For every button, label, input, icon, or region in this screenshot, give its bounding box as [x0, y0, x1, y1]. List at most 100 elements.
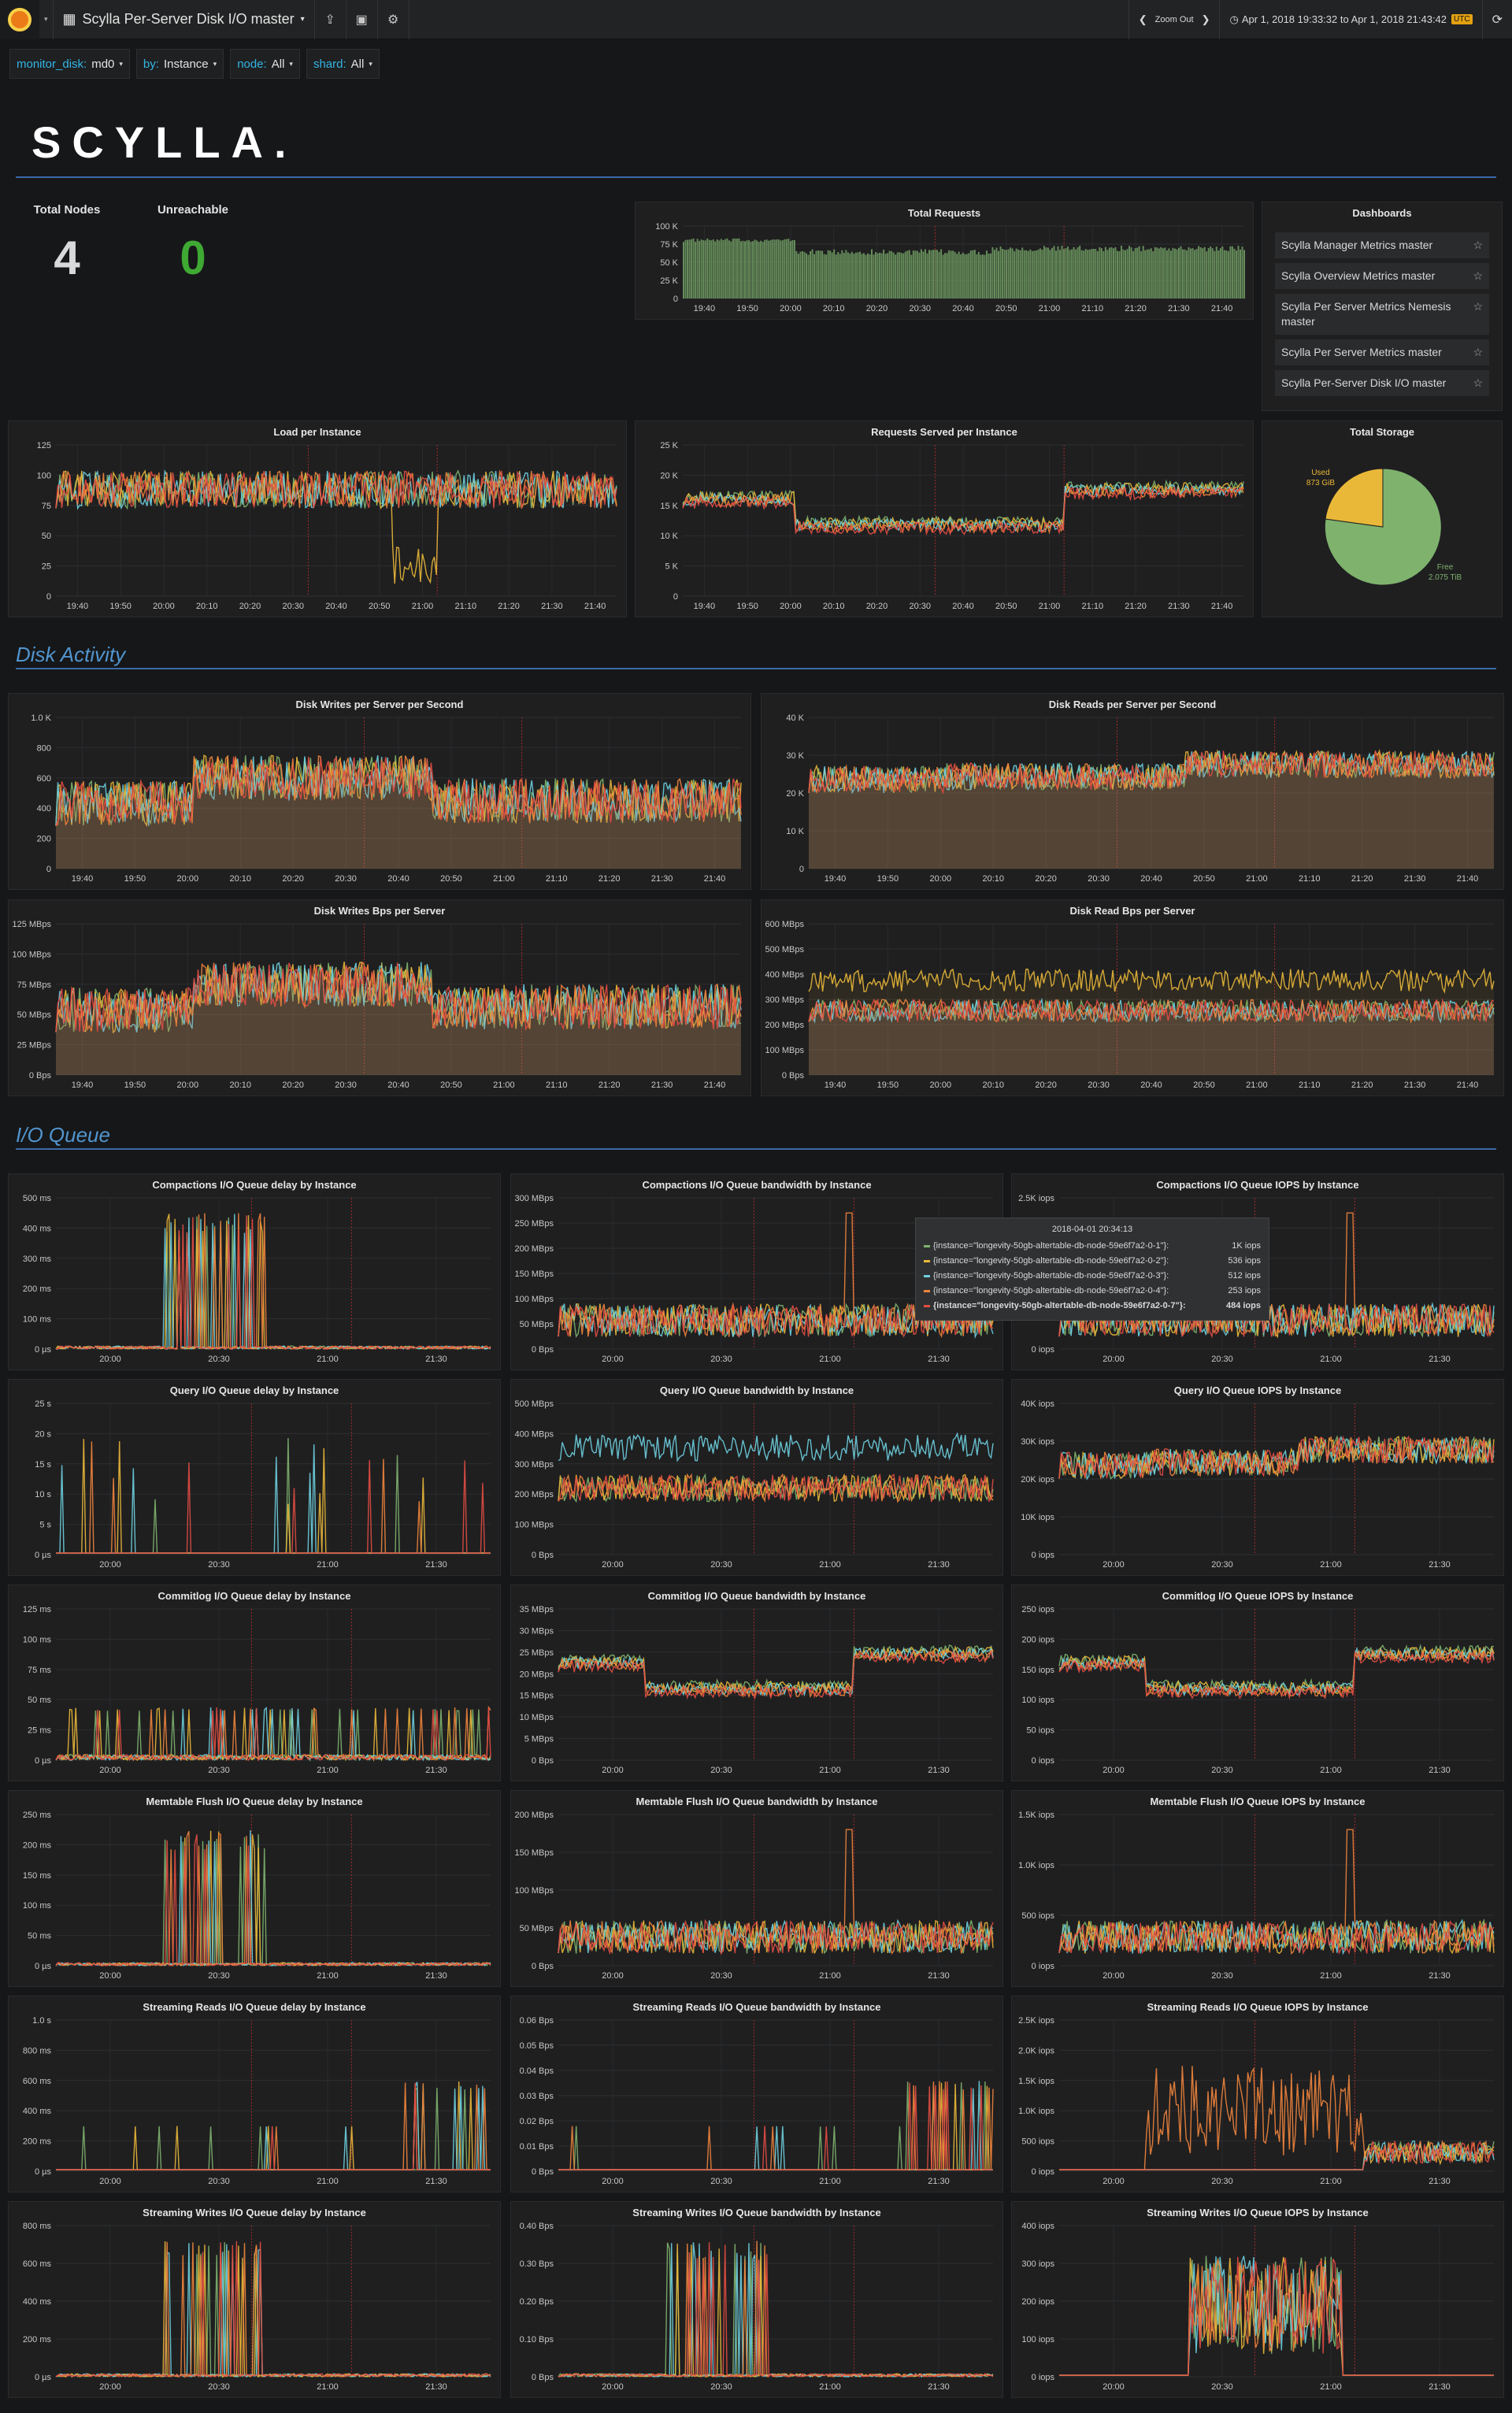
- star-icon[interactable]: ☆: [1473, 269, 1483, 282]
- chart-requests-served[interactable]: 25 K 20 K 15 K 10 K 5 K 0 19:40 19:50 20:00 20:10…: [636, 421, 1253, 617]
- bar: [732, 238, 734, 298]
- chart-query-bw[interactable]: 500 MBps 400 MBps 300 MBps 200 MBps 100 MBps…: [511, 1380, 1002, 1575]
- series-line: [808, 967, 1495, 994]
- refresh-icon[interactable]: ⟳: [1481, 0, 1512, 39]
- panel-title: Streaming Writes I/O Queue IOPS by Insta…: [1147, 2207, 1369, 2218]
- bar: [765, 239, 768, 298]
- bar: [756, 240, 758, 298]
- section-io-queue[interactable]: I/O Queue: [16, 1123, 110, 1147]
- bar: [1217, 250, 1220, 298]
- bar: [795, 250, 798, 298]
- dashboard-link[interactable]: Scylla Per Server Metrics Nemesis master…: [1275, 294, 1489, 335]
- y-tick-label: 400 ms: [23, 2297, 52, 2307]
- chart-streaming-writes-delay[interactable]: 800 ms 600 ms 400 ms 200 ms 0 µs 20:00 20:30 21…: [9, 2202, 500, 2397]
- chart-disk-writes[interactable]: 1.0 K 800 600 400 200 0 19:40 19:50 20:00 20:10 20…: [9, 694, 750, 889]
- chart-memtable-delay[interactable]: 250 ms 200 ms 150 ms 100 ms 50 ms 0 µs 20:00 20…: [9, 1791, 500, 1986]
- chart-streaming-reads-bw[interactable]: 0.06 Bps 0.05 Bps 0.04 Bps 0.03 Bps 0.02 Bps…: [511, 1996, 1002, 2192]
- chart-disk-writes-bps[interactable]: 125 MBps 100 MBps 75 MBps 50 MBps 25 MBps 0 B…: [9, 900, 750, 1095]
- x-tick-label: 19:50: [877, 1080, 899, 1090]
- chart-query-delay[interactable]: 25 s 20 s 15 s 10 s 5 s 0 µs 20:00 20:30 21:00 21…: [9, 1380, 500, 1575]
- star-icon[interactable]: ☆: [1473, 300, 1483, 313]
- y-tick-label: 200 MBps: [514, 1811, 554, 1820]
- y-tick-label: 0.30 Bps: [520, 2259, 554, 2269]
- dashboard-title-picker[interactable]: ▦ Scylla Per-Server Disk I/O master ▾: [52, 0, 315, 39]
- scylla-logo: SCYLLA.: [32, 117, 298, 167]
- bar: [1191, 248, 1194, 298]
- bar: [827, 250, 829, 298]
- chevron-right-icon[interactable]: ❯: [1201, 13, 1210, 25]
- x-tick-label: 20:40: [1140, 1080, 1162, 1090]
- chart-memtable-iops[interactable]: 1.5K iops 1.0K iops 500 iops 0 iops 20:00 20:…: [1012, 1791, 1503, 1986]
- grafana-logo-icon[interactable]: [0, 0, 39, 39]
- bar: [1069, 250, 1071, 298]
- series-line: [1058, 1829, 1495, 1955]
- x-tick-label: 20:00: [99, 2177, 121, 2186]
- dashboard-link[interactable]: Scylla Overview Metrics master ☆: [1275, 263, 1489, 289]
- time-range-picker[interactable]: ◷ Apr 1, 2018 19:33:32 to Apr 1, 2018 21…: [1219, 0, 1481, 39]
- chart-streaming-reads-iops[interactable]: 2.5K iops 2.0K iops 1.5K iops 1.0K iops 500 …: [1012, 1996, 1503, 2192]
- bar: [764, 239, 766, 298]
- star-icon[interactable]: ☆: [1473, 376, 1483, 389]
- x-tick-label: 20:20: [1035, 1080, 1057, 1090]
- settings-gear-icon[interactable]: ⚙: [378, 0, 410, 39]
- bar: [768, 240, 770, 298]
- variable-node[interactable]: node: All ▾: [230, 49, 300, 79]
- chart-load-per-instance[interactable]: 125 100 75 50 25 0 19:40 19:50 20:00 20:10 20:20 20…: [9, 421, 626, 617]
- chart-total-requests[interactable]: 100 K 75 K 50 K 25 K 0 19:40 19:50 20:00 20:10 20…: [636, 202, 1253, 319]
- bar: [902, 253, 905, 298]
- bar: [1031, 250, 1033, 298]
- chart-compactions-delay[interactable]: 500 ms 400 ms 300 ms 200 ms 100 ms 0 µs 20:00 2…: [9, 1174, 500, 1370]
- bar: [1071, 249, 1073, 298]
- panel-memtable-bw: Memtable Flush I/O Queue bandwidth by In…: [510, 1790, 1003, 1987]
- dashboard-link[interactable]: Scylla Per-Server Disk I/O master ☆: [1275, 370, 1489, 396]
- variable-by[interactable]: by: Instance ▾: [135, 49, 224, 79]
- y-tick-label: 100 K: [655, 222, 678, 232]
- chart-commitlog-iops[interactable]: 250 iops 200 iops 150 iops 100 iops 50 iops 0…: [1012, 1585, 1503, 1781]
- bar: [1079, 245, 1081, 298]
- dashboard-link[interactable]: Scylla Manager Metrics master ☆: [1275, 232, 1489, 258]
- x-tick-label: 21:00: [493, 1080, 515, 1090]
- time-shift-controls: ❮ Zoom Out ❯: [1128, 0, 1220, 39]
- bar: [926, 253, 928, 298]
- save-icon[interactable]: ▣: [346, 0, 378, 39]
- section-disk-activity[interactable]: Disk Activity: [16, 643, 126, 666]
- y-tick-label: 125: [37, 441, 51, 450]
- y-tick-label: 0.10 Bps: [520, 2335, 554, 2344]
- chart-commitlog-bw[interactable]: 35 MBps 30 MBps 25 MBps 20 MBps 15 MBps 10 MB…: [511, 1585, 1002, 1781]
- x-tick-label: 21:30: [425, 1766, 447, 1775]
- chevron-left-icon[interactable]: ❮: [1138, 13, 1147, 25]
- pie-slice-used[interactable]: [1325, 468, 1384, 528]
- variable-shard[interactable]: shard: All ▾: [306, 49, 380, 79]
- chevron-down-icon[interactable]: ▾: [44, 15, 48, 23]
- chart-streaming-reads-delay[interactable]: 1.0 s 800 ms 600 ms 400 ms 200 ms 0 µs 20:00 20…: [9, 1996, 500, 2192]
- chart-disk-reads-bps[interactable]: 600 MBps 500 MBps 400 MBps 300 MBps 200 MBps…: [762, 900, 1503, 1095]
- bar: [1011, 248, 1014, 298]
- bar: [892, 252, 895, 298]
- x-tick-label: 20:30: [909, 304, 931, 313]
- zoom-out-button[interactable]: Zoom Out: [1154, 14, 1194, 24]
- chart-memtable-bw[interactable]: 200 MBps 150 MBps 100 MBps 50 MBps 0 Bps 20:0…: [511, 1791, 1002, 1986]
- star-icon[interactable]: ☆: [1473, 346, 1483, 358]
- chart-streaming-writes-iops[interactable]: 400 iops 300 iops 200 iops 100 iops 0 iops 20…: [1012, 2202, 1503, 2397]
- dashboard-link[interactable]: Scylla Per Server Metrics master ☆: [1275, 339, 1489, 365]
- variable-monitor-disk[interactable]: monitor_disk: md0 ▾: [9, 49, 130, 79]
- chart-query-iops[interactable]: 40K iops 30K iops 20K iops 10K iops 0 iops 20…: [1012, 1380, 1503, 1575]
- tooltip-series: {instance="longevity-50gb-altertable-db-…: [933, 1286, 1169, 1295]
- chart-commitlog-delay[interactable]: 125 ms 100 ms 75 ms 50 ms 25 ms 0 µs 20:00 20:3…: [9, 1585, 500, 1781]
- star-icon[interactable]: ☆: [1473, 239, 1483, 251]
- series-area: [809, 999, 1494, 1075]
- bar: [1182, 249, 1184, 298]
- share-icon[interactable]: ⇪: [315, 0, 346, 39]
- x-tick-label: 20:10: [823, 304, 845, 313]
- series-line: [55, 2241, 491, 2378]
- series-line: [808, 997, 1495, 1024]
- bar: [932, 250, 935, 298]
- bar: [1110, 246, 1113, 298]
- series-line: [56, 1439, 491, 1554]
- chart-streaming-writes-bw[interactable]: 0.40 Bps 0.30 Bps 0.20 Bps 0.10 Bps 0 Bps 20:…: [511, 2202, 1002, 2397]
- chart-disk-reads[interactable]: 40 K 30 K 20 K 10 K 0 19:40 19:50 20:00 20:10 20:…: [762, 694, 1503, 889]
- y-tick-label: 300 MBps: [514, 1460, 554, 1470]
- panel-title: Dashboards: [1352, 207, 1412, 219]
- bar: [1166, 250, 1168, 298]
- x-tick-label: 20:50: [1193, 1080, 1215, 1090]
